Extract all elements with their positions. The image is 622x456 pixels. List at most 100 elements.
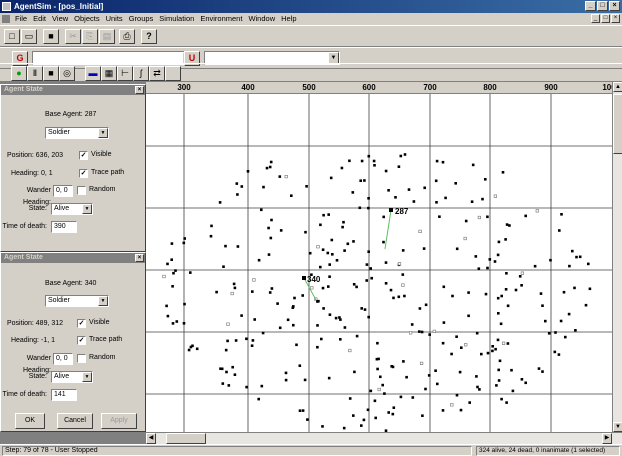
agent[interactable] bbox=[293, 296, 296, 300]
cut-button[interactable]: ✂ bbox=[65, 29, 81, 44]
paste-button[interactable]: ▤ bbox=[99, 29, 115, 44]
selected-agent-340[interactable] bbox=[302, 276, 306, 280]
group-button[interactable]: G bbox=[12, 51, 28, 66]
agent[interactable] bbox=[420, 330, 424, 334]
agent[interactable] bbox=[418, 330, 421, 333]
agent[interactable] bbox=[493, 260, 497, 263]
random-checkbox[interactable] bbox=[77, 354, 86, 363]
agent[interactable] bbox=[367, 206, 370, 210]
agent[interactable] bbox=[170, 258, 173, 261]
agent[interactable] bbox=[471, 163, 475, 167]
menu-simulation[interactable]: Simulation bbox=[159, 14, 195, 23]
dead-agent[interactable] bbox=[401, 283, 405, 287]
agent[interactable] bbox=[422, 247, 426, 250]
agent[interactable] bbox=[260, 384, 264, 388]
agent[interactable] bbox=[363, 308, 367, 311]
dead-agent[interactable] bbox=[284, 175, 288, 179]
agent[interactable] bbox=[557, 353, 561, 356]
agent[interactable] bbox=[491, 349, 494, 353]
agent[interactable] bbox=[284, 371, 288, 375]
agent[interactable] bbox=[441, 160, 445, 164]
agent[interactable] bbox=[278, 326, 282, 330]
doc-minimize-button[interactable]: _ bbox=[591, 14, 600, 23]
agent[interactable] bbox=[278, 175, 282, 178]
agent[interactable] bbox=[391, 412, 395, 416]
agent[interactable] bbox=[360, 307, 363, 310]
agent[interactable] bbox=[578, 255, 582, 259]
agent[interactable] bbox=[524, 381, 527, 385]
dead-agent[interactable] bbox=[477, 215, 482, 220]
agent[interactable] bbox=[379, 375, 382, 379]
agent[interactable] bbox=[305, 185, 308, 188]
agent[interactable] bbox=[369, 389, 373, 393]
close-icon[interactable]: × bbox=[135, 254, 144, 262]
dead-agent[interactable] bbox=[464, 343, 468, 347]
dead-agent[interactable] bbox=[408, 331, 413, 335]
dead-agent[interactable] bbox=[493, 194, 498, 198]
agent[interactable] bbox=[301, 409, 305, 412]
agent[interactable] bbox=[189, 271, 192, 274]
agent[interactable] bbox=[284, 378, 288, 382]
agent[interactable] bbox=[496, 253, 500, 257]
agent[interactable] bbox=[236, 245, 240, 248]
agent[interactable] bbox=[467, 314, 470, 318]
agent[interactable] bbox=[316, 345, 319, 349]
agent[interactable] bbox=[171, 322, 175, 325]
dead-agent[interactable] bbox=[226, 322, 230, 326]
agent[interactable] bbox=[303, 378, 307, 382]
agent[interactable] bbox=[224, 348, 228, 352]
agent[interactable] bbox=[399, 395, 403, 399]
agent[interactable] bbox=[459, 408, 463, 412]
agent[interactable] bbox=[491, 345, 494, 348]
agent[interactable] bbox=[497, 368, 500, 372]
agent[interactable] bbox=[339, 318, 342, 321]
agent[interactable] bbox=[342, 426, 346, 430]
agent[interactable] bbox=[397, 295, 401, 299]
agent[interactable] bbox=[436, 382, 439, 386]
agent[interactable] bbox=[328, 263, 331, 266]
dead-agent[interactable] bbox=[377, 387, 381, 392]
agent[interactable] bbox=[423, 186, 426, 190]
agent[interactable] bbox=[265, 166, 269, 170]
agent[interactable] bbox=[257, 258, 261, 262]
agent[interactable] bbox=[412, 200, 416, 203]
dead-agent[interactable] bbox=[310, 286, 314, 290]
agent[interactable] bbox=[308, 251, 312, 255]
agent[interactable] bbox=[498, 359, 502, 363]
agent[interactable] bbox=[343, 249, 346, 252]
agent[interactable] bbox=[588, 287, 592, 291]
agent[interactable] bbox=[183, 237, 186, 240]
agent[interactable] bbox=[351, 191, 355, 194]
agent[interactable] bbox=[567, 312, 571, 316]
agent[interactable] bbox=[484, 292, 488, 296]
minimize-button[interactable]: _ bbox=[585, 1, 596, 11]
blank-button[interactable] bbox=[165, 66, 181, 81]
agent[interactable] bbox=[587, 262, 590, 266]
agent[interactable] bbox=[292, 323, 295, 327]
agent[interactable] bbox=[455, 247, 459, 251]
ok-button[interactable]: OK bbox=[15, 413, 45, 429]
agent[interactable] bbox=[402, 360, 405, 363]
agent[interactable] bbox=[260, 208, 263, 212]
agent[interactable] bbox=[220, 367, 224, 371]
agent[interactable] bbox=[320, 337, 323, 341]
agent[interactable] bbox=[295, 343, 298, 347]
agent[interactable] bbox=[477, 267, 481, 270]
agent[interactable] bbox=[366, 408, 370, 412]
agent[interactable] bbox=[481, 197, 484, 201]
agent[interactable] bbox=[355, 285, 358, 289]
agent[interactable] bbox=[233, 373, 237, 376]
agent[interactable] bbox=[236, 193, 239, 196]
hscroll-thumb[interactable] bbox=[166, 433, 206, 444]
menu-environment[interactable]: Environment bbox=[200, 14, 243, 23]
agent[interactable] bbox=[407, 188, 411, 191]
agent[interactable] bbox=[232, 282, 236, 286]
agent[interactable] bbox=[496, 296, 500, 300]
agent[interactable] bbox=[427, 374, 431, 377]
agent[interactable] bbox=[497, 379, 501, 382]
agent[interactable] bbox=[541, 370, 544, 373]
agent[interactable] bbox=[518, 275, 522, 278]
agent[interactable] bbox=[209, 234, 213, 238]
agent[interactable] bbox=[476, 385, 479, 389]
state-select[interactable]: Alive ▼ bbox=[51, 371, 93, 383]
